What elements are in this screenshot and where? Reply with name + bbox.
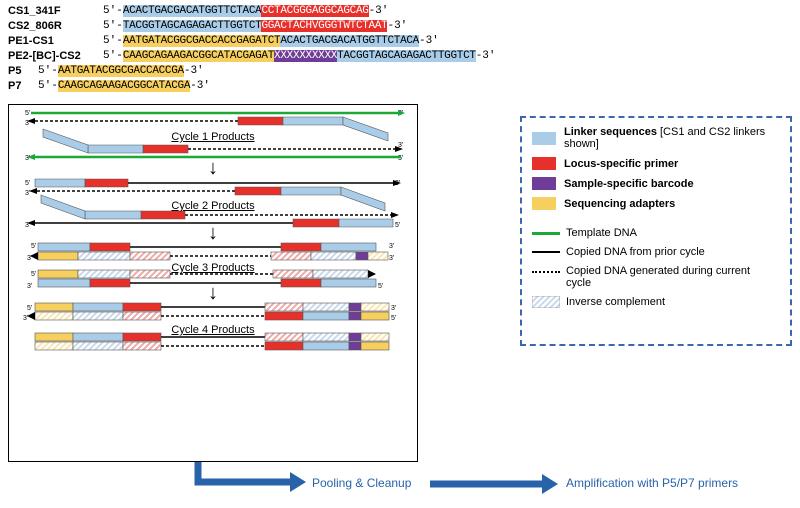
svg-text:3': 3' — [398, 142, 403, 149]
svg-text:3': 3' — [389, 255, 394, 262]
down-arrow-icon: ↓ — [9, 161, 417, 175]
legend-item: Sample-specific barcode — [532, 177, 780, 190]
svg-text:5': 5' — [27, 305, 32, 312]
legend-item: Copied DNA from prior cycle — [532, 246, 780, 258]
svg-text:3': 3' — [25, 120, 30, 127]
seq-label: PE2-[BC]-CS2 — [8, 49, 103, 64]
svg-text:5': 5' — [25, 180, 30, 187]
svg-text:3': 3' — [391, 305, 396, 312]
down-arrow-icon: ↓ — [9, 226, 417, 240]
seq-row: CS2_806R 5'- TACGGTAGCAGAGACTTGGTCTGGACT… — [8, 19, 800, 34]
flow-arrow-1-icon — [178, 460, 308, 500]
svg-text:5': 5' — [391, 315, 396, 322]
down-arrow-icon: ↓ — [9, 286, 417, 300]
seq-label: CS2_806R — [8, 19, 103, 34]
svg-text:5': 5' — [31, 243, 36, 250]
seq-row: P7 5'- CAAGCAGAAGACGGCATACGA -3' — [8, 79, 800, 94]
svg-text:3': 3' — [25, 155, 30, 162]
svg-text:3': 3' — [25, 190, 30, 197]
seq-label: PE1-CS1 — [8, 34, 103, 49]
sequence-table: CS1_341F 5'- ACACTGACGACATGGTTCTACACCTAC… — [8, 4, 800, 94]
flow-step1: Pooling & Cleanup — [312, 476, 411, 490]
svg-text:5': 5' — [31, 271, 36, 278]
legend-item: Template DNA — [532, 227, 780, 239]
svg-text:3': 3' — [389, 243, 394, 250]
three-prime: -3' — [369, 4, 389, 19]
legend-item: Sequencing adapters — [532, 197, 780, 210]
svg-text:5': 5' — [378, 283, 383, 290]
legend: Linker sequences [CS1 and CS2 linkers sh… — [520, 116, 792, 346]
cycles-diagram: 5'3' 3' 3'5' 3' Cycle 1 Products ↓ 5'3' — [8, 104, 418, 462]
seq-label: P5 — [8, 64, 38, 79]
seq-label: P7 — [8, 79, 38, 94]
seq-row: CS1_341F 5'- ACACTGACGACATGGTTCTACACCTAC… — [8, 4, 800, 19]
svg-text:5': 5' — [25, 110, 30, 117]
flow-arrow-2-icon — [430, 474, 560, 494]
legend-item: Linker sequences [CS1 and CS2 linkers sh… — [532, 126, 780, 150]
legend-item: Inverse complement — [532, 296, 780, 308]
legend-item: Locus-specific primer — [532, 157, 780, 170]
legend-item: Copied DNA generated during current cycl… — [532, 265, 780, 289]
seq-label: CS1_341F — [8, 4, 103, 19]
svg-text:3': 3' — [27, 283, 32, 290]
flow-step2: Amplification with P5/P7 primers — [566, 476, 738, 490]
svg-text:5': 5' — [395, 222, 400, 229]
seq-row: P5 5'- AATGATACGGCGACCACCGA -3' — [8, 64, 800, 79]
five-prime: 5'- — [103, 4, 123, 19]
seq-row: PE1-CS1 5'- AATGATACGGCGACCACCGAGATCTACA… — [8, 34, 800, 49]
svg-text:3': 3' — [27, 255, 32, 262]
svg-text:3': 3' — [23, 315, 28, 322]
seq-row: PE2-[BC]-CS2 5'- CAAGCAGAAGACGGCATACGAGA… — [8, 49, 800, 64]
